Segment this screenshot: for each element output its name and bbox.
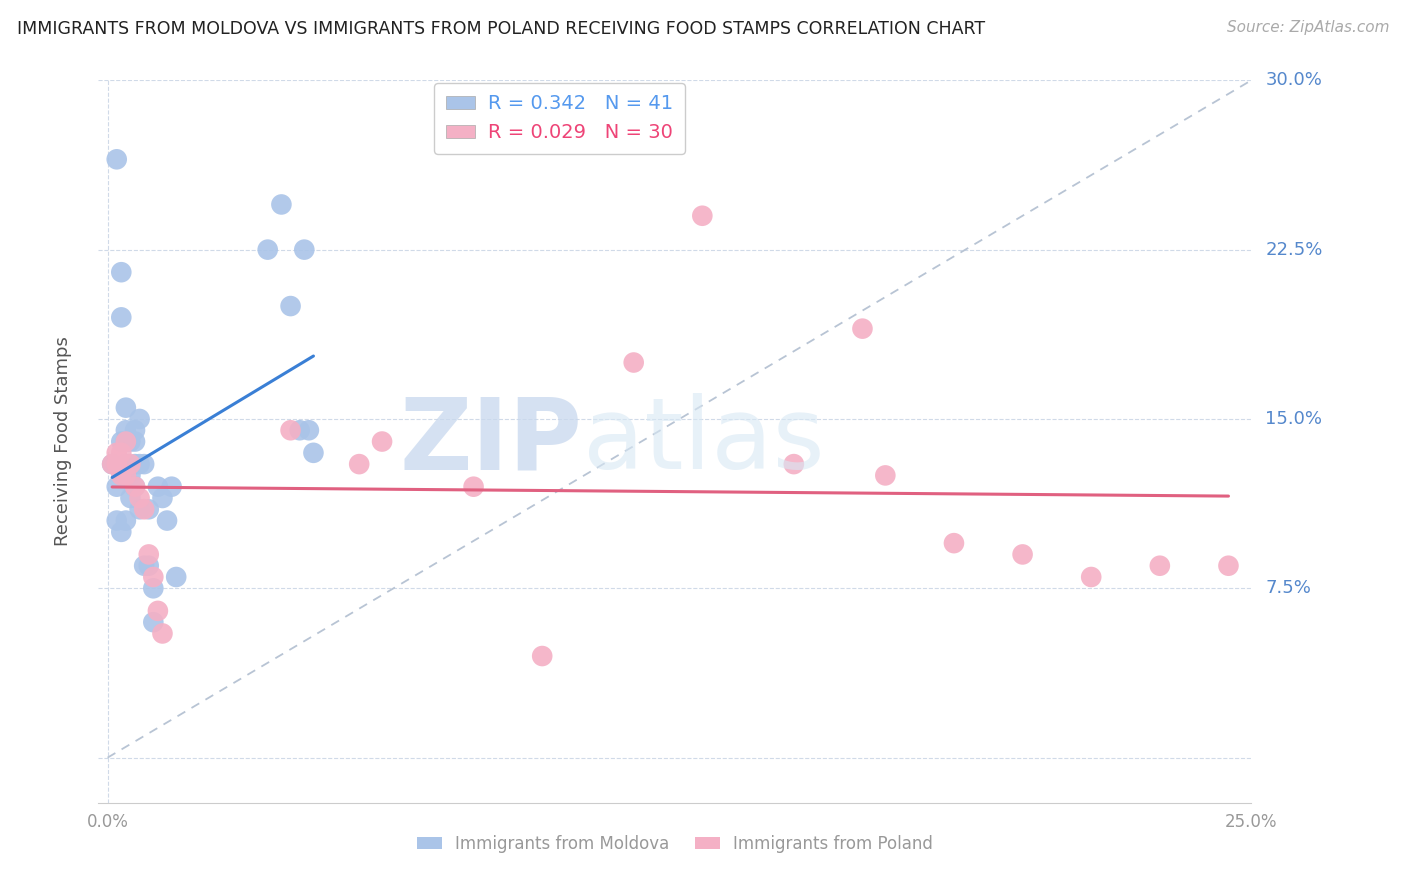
Point	[128, 457, 150, 471]
Point	[298, 423, 321, 437]
Point	[142, 582, 165, 596]
Point	[146, 604, 169, 618]
Point	[531, 648, 554, 663]
Point	[105, 457, 128, 471]
Point	[105, 446, 128, 460]
Point	[124, 480, 146, 494]
Point	[280, 423, 302, 437]
Point	[156, 514, 179, 528]
Point	[288, 423, 311, 437]
Point	[152, 491, 174, 505]
Point	[371, 434, 394, 449]
Point	[124, 423, 146, 437]
Point	[120, 491, 142, 505]
Point	[138, 502, 160, 516]
Text: ZIP: ZIP	[399, 393, 582, 490]
Point	[101, 457, 124, 471]
Point	[875, 468, 897, 483]
Legend: Immigrants from Moldova, Immigrants from Poland: Immigrants from Moldova, Immigrants from…	[411, 828, 939, 860]
Point	[783, 457, 806, 471]
Point	[692, 209, 714, 223]
Point	[1080, 570, 1102, 584]
Point	[138, 558, 160, 573]
Point	[134, 457, 156, 471]
Point	[128, 491, 150, 505]
Point	[270, 197, 292, 211]
Point	[165, 570, 187, 584]
Point	[105, 480, 128, 494]
Point	[115, 514, 138, 528]
Text: IMMIGRANTS FROM MOLDOVA VS IMMIGRANTS FROM POLAND RECEIVING FOOD STAMPS CORRELAT: IMMIGRANTS FROM MOLDOVA VS IMMIGRANTS FR…	[17, 20, 986, 37]
Point	[142, 570, 165, 584]
Point	[115, 423, 138, 437]
Point	[256, 243, 278, 257]
Point	[115, 434, 138, 449]
Point	[105, 514, 128, 528]
Point	[120, 434, 142, 449]
Point	[942, 536, 965, 550]
Point	[115, 401, 138, 415]
Point	[138, 548, 160, 562]
Point	[110, 310, 132, 325]
Point	[115, 468, 138, 483]
Text: atlas: atlas	[582, 393, 824, 490]
Point	[1149, 558, 1171, 573]
Text: Source: ZipAtlas.com: Source: ZipAtlas.com	[1226, 20, 1389, 35]
Point	[124, 480, 146, 494]
Point	[146, 480, 169, 494]
Point	[1011, 548, 1033, 562]
Point	[101, 457, 124, 471]
Point	[120, 457, 142, 471]
Point	[110, 446, 132, 460]
Point	[142, 615, 165, 630]
Point	[110, 524, 132, 539]
Point	[128, 502, 150, 516]
Point	[280, 299, 302, 313]
Point	[128, 412, 150, 426]
Point	[115, 457, 138, 471]
Point	[160, 480, 183, 494]
Point	[110, 468, 132, 483]
Point	[463, 480, 485, 494]
Point	[110, 265, 132, 279]
Text: 30.0%: 30.0%	[1265, 71, 1322, 89]
Text: 22.5%: 22.5%	[1265, 241, 1323, 259]
Point	[623, 355, 645, 369]
Point	[115, 434, 138, 449]
Point	[110, 434, 132, 449]
Point	[105, 153, 128, 167]
Point	[347, 457, 370, 471]
Point	[124, 457, 146, 471]
Point	[134, 558, 156, 573]
Point	[292, 243, 315, 257]
Point	[1218, 558, 1240, 573]
Text: 7.5%: 7.5%	[1265, 579, 1312, 598]
Text: 15.0%: 15.0%	[1265, 410, 1322, 428]
Y-axis label: Receiving Food Stamps: Receiving Food Stamps	[53, 336, 72, 547]
Point	[120, 468, 142, 483]
Point	[851, 321, 873, 335]
Point	[302, 446, 325, 460]
Point	[124, 434, 146, 449]
Point	[134, 502, 156, 516]
Point	[152, 626, 174, 640]
